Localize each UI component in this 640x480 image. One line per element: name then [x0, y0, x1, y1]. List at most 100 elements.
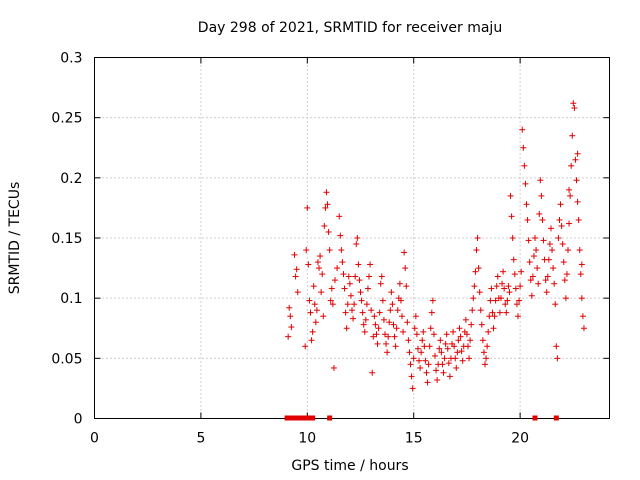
data-point — [363, 301, 370, 308]
rug-mark — [287, 415, 293, 421]
data-point — [565, 247, 572, 254]
data-point — [371, 313, 378, 320]
data-point — [470, 295, 477, 302]
data-point — [496, 309, 503, 316]
data-point — [444, 345, 451, 352]
data-point — [549, 247, 556, 254]
data-point — [457, 333, 464, 340]
data-point — [456, 325, 463, 332]
data-point — [425, 361, 432, 368]
data-point — [517, 283, 524, 290]
y-tick-label: 0.15 — [51, 231, 82, 247]
data-point — [399, 313, 406, 320]
data-point — [361, 328, 368, 335]
data-point — [305, 261, 312, 268]
data-point — [370, 333, 377, 340]
data-point — [310, 283, 317, 290]
data-point — [469, 307, 476, 314]
data-point — [567, 192, 574, 199]
data-point — [308, 337, 315, 344]
data-point — [440, 369, 447, 376]
data-point — [345, 273, 352, 280]
data-point — [309, 328, 316, 335]
data-point — [317, 253, 324, 260]
data-point — [503, 309, 510, 316]
data-point — [329, 301, 336, 308]
x-tick-label: 20 — [511, 431, 529, 447]
data-point — [563, 271, 570, 278]
data-point — [490, 325, 497, 332]
rug-mark — [310, 415, 316, 421]
x-tick-label: 10 — [298, 431, 316, 447]
data-point — [436, 345, 443, 352]
data-point — [485, 328, 492, 335]
data-point — [516, 297, 523, 304]
data-point — [318, 289, 325, 296]
data-point — [328, 285, 335, 292]
y-tick-label: 0.25 — [51, 111, 82, 127]
data-point — [558, 222, 565, 229]
data-point — [397, 297, 404, 304]
rug-mark — [284, 415, 290, 421]
data-point — [507, 192, 514, 199]
data-point — [343, 325, 350, 332]
y-tick-label: 0 — [74, 412, 83, 428]
data-point — [479, 337, 486, 344]
data-point — [428, 309, 435, 316]
data-point — [510, 256, 517, 263]
data-point — [575, 216, 582, 223]
data-point — [321, 222, 328, 229]
data-point — [538, 192, 545, 199]
axis-ticks: 0 0.05 0.1 0.15 0.2 0.25 0.3 0 5 10 15 20 — [51, 51, 610, 447]
data-point — [386, 319, 393, 326]
data-point — [358, 297, 365, 304]
data-point — [530, 253, 537, 260]
data-point — [555, 235, 562, 241]
y-tick-label: 0.2 — [60, 171, 82, 187]
data-point — [550, 265, 557, 272]
data-point — [351, 301, 358, 308]
grid — [94, 57, 610, 419]
data-point — [357, 289, 364, 296]
y-tick-label: 0.3 — [60, 51, 82, 67]
data-point — [551, 280, 558, 287]
data-point — [504, 297, 511, 304]
data-point — [426, 343, 433, 350]
data-point — [347, 292, 354, 299]
data-point — [474, 235, 481, 241]
data-point — [546, 241, 553, 248]
data-point — [360, 321, 367, 328]
data-point — [401, 249, 408, 256]
data-point — [543, 289, 550, 296]
data-point — [439, 361, 446, 368]
data-point — [532, 235, 539, 241]
data-point — [480, 349, 487, 356]
data-point — [525, 237, 532, 244]
data-point — [453, 364, 460, 371]
data-point — [419, 337, 426, 344]
data-point — [376, 309, 383, 316]
y-axis-title: SRMTID / TECUs — [7, 182, 23, 295]
data-point — [512, 285, 519, 292]
data-point — [314, 259, 321, 266]
data-point — [293, 266, 300, 273]
data-point — [459, 357, 466, 364]
data-point — [454, 349, 461, 356]
data-point — [539, 216, 546, 223]
data-point — [422, 357, 429, 364]
data-point — [396, 280, 403, 287]
data-point — [570, 100, 577, 107]
data-point — [483, 355, 490, 362]
x-tick-label: 5 — [196, 431, 205, 447]
data-point — [367, 261, 374, 268]
data-point — [478, 321, 485, 328]
data-point — [514, 313, 521, 320]
data-point — [292, 273, 299, 280]
data-point — [462, 316, 469, 323]
data-point — [364, 285, 371, 292]
data-point — [506, 289, 513, 296]
data-point — [493, 283, 500, 290]
data-point — [336, 213, 343, 220]
data-point — [400, 328, 407, 335]
data-point — [375, 325, 382, 332]
